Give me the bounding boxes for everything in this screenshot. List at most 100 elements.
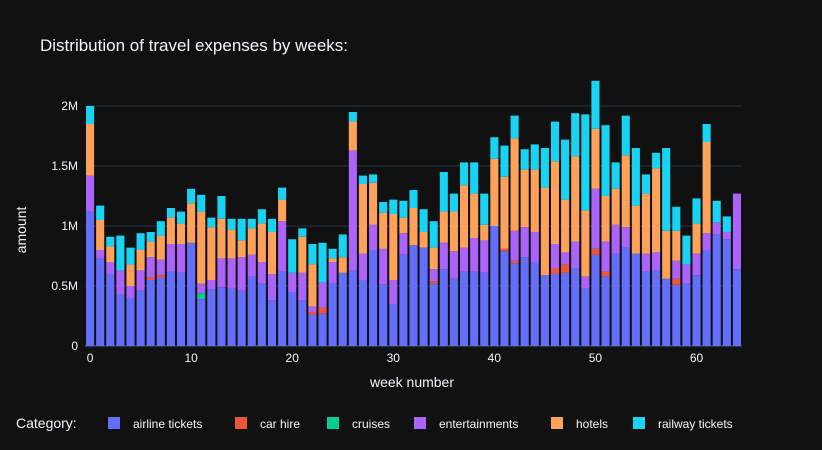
bar-segment[interactable] xyxy=(641,271,651,346)
bar-segment[interactable] xyxy=(702,142,711,234)
bar-segment[interactable] xyxy=(399,200,408,218)
bar-segment[interactable] xyxy=(116,270,125,295)
bar-segment[interactable] xyxy=(318,307,327,314)
bar-segment[interactable] xyxy=(156,277,165,346)
bar-segment[interactable] xyxy=(459,271,469,346)
bar-segment[interactable] xyxy=(379,202,388,213)
bar-segment[interactable] xyxy=(348,150,357,271)
bar-segment[interactable] xyxy=(308,264,317,307)
bar-segment[interactable] xyxy=(480,224,489,241)
bar-segment[interactable] xyxy=(611,253,620,346)
bar-segment[interactable] xyxy=(540,187,549,276)
bar-segment[interactable] xyxy=(399,233,408,255)
bar-segment[interactable] xyxy=(217,196,226,219)
legend-item[interactable]: hotels xyxy=(551,417,608,431)
bar-segment[interactable] xyxy=(267,218,277,232)
bar-segment[interactable] xyxy=(672,206,681,231)
bar-segment[interactable] xyxy=(146,257,155,278)
bar-segment[interactable] xyxy=(379,248,388,285)
bar-segment[interactable] xyxy=(197,194,206,212)
bar-segment[interactable] xyxy=(520,257,529,346)
bar-segment[interactable] xyxy=(338,257,347,273)
bar-segment[interactable] xyxy=(419,209,428,232)
bar-segment[interactable] xyxy=(611,224,620,254)
bar-segment[interactable] xyxy=(389,304,398,346)
bar-segment[interactable] xyxy=(641,174,651,194)
bar-segment[interactable] xyxy=(641,193,651,254)
bar-segment[interactable] xyxy=(439,269,448,346)
bar-segment[interactable] xyxy=(672,284,681,346)
bar-segment[interactable] xyxy=(530,262,539,346)
bar-segment[interactable] xyxy=(156,259,165,276)
bar-segment[interactable] xyxy=(692,253,701,276)
bar-segment[interactable] xyxy=(409,190,418,208)
bar-segment[interactable] xyxy=(166,217,175,244)
bar-segment[interactable] xyxy=(722,239,731,346)
bar-segment[interactable] xyxy=(652,270,661,346)
bar-segment[interactable] xyxy=(227,288,236,346)
bar-segment[interactable] xyxy=(166,208,175,218)
bar-segment[interactable] xyxy=(348,121,357,151)
bar-segment[interactable] xyxy=(581,114,590,211)
bar-segment[interactable] xyxy=(459,185,469,248)
bar-segment[interactable] xyxy=(298,272,307,301)
bar-segment[interactable] xyxy=(86,211,95,346)
bar-segment[interactable] xyxy=(601,276,610,346)
legend-item[interactable]: cruises xyxy=(327,417,390,431)
bar-segment[interactable] xyxy=(318,282,327,308)
bar-segment[interactable] xyxy=(672,260,681,279)
bar-segment[interactable] xyxy=(156,221,165,236)
bar-segment[interactable] xyxy=(470,162,479,194)
bar-segment[interactable] xyxy=(571,113,580,157)
bar-segment[interactable] xyxy=(621,247,630,346)
bar-segment[interactable] xyxy=(652,168,661,253)
bar-segment[interactable] xyxy=(86,124,95,176)
bar-segment[interactable] xyxy=(176,272,186,346)
bar-segment[interactable] xyxy=(328,248,337,259)
bar-segment[interactable] xyxy=(116,235,125,271)
bar-segment[interactable] xyxy=(621,115,630,156)
bar-segment[interactable] xyxy=(692,275,701,346)
bar-segment[interactable] xyxy=(288,239,297,273)
bar-segment[interactable] xyxy=(439,242,448,270)
bar-segment[interactable] xyxy=(459,247,469,272)
legend-item[interactable]: airline tickets xyxy=(108,417,202,431)
bar-segment[interactable] xyxy=(682,264,691,284)
bar-segment[interactable] xyxy=(702,124,711,142)
bar-segment[interactable] xyxy=(652,152,661,169)
bar-segment[interactable] xyxy=(237,218,246,241)
legend-item[interactable]: railway tickets xyxy=(633,417,733,431)
bar-segment[interactable] xyxy=(732,269,741,346)
bar-segment[interactable] xyxy=(308,314,317,346)
bar-segment[interactable] xyxy=(571,241,580,268)
bar-segment[interactable] xyxy=(106,246,115,262)
bar-segment[interactable] xyxy=(500,251,509,346)
bar-segment[interactable] xyxy=(156,235,165,260)
bar-segment[interactable] xyxy=(611,188,620,225)
bar-segment[interactable] xyxy=(247,218,256,229)
bar-segment[interactable] xyxy=(187,188,196,204)
bar-segment[interactable] xyxy=(176,223,186,244)
bar-segment[interactable] xyxy=(712,234,721,346)
bar-segment[interactable] xyxy=(217,218,226,259)
bar-segment[interactable] xyxy=(358,280,368,346)
bar-segment[interactable] xyxy=(338,234,347,258)
bar-segment[interactable] xyxy=(672,230,681,261)
bar-segment[interactable] xyxy=(257,283,266,346)
bar-segment[interactable] xyxy=(187,242,196,346)
bar-segment[interactable] xyxy=(662,148,671,231)
bar-segment[interactable] xyxy=(550,268,560,274)
bar-segment[interactable] xyxy=(540,148,549,188)
bar-segment[interactable] xyxy=(308,306,317,313)
bar-segment[interactable] xyxy=(86,175,95,212)
legend[interactable]: airline tickets car hire cruises entertainm… xyxy=(108,417,733,431)
bar-segment[interactable] xyxy=(96,250,105,259)
bar-segment[interactable] xyxy=(257,223,266,262)
bar-segment[interactable] xyxy=(86,106,95,124)
bar-segment[interactable] xyxy=(227,218,236,230)
bar-segment[interactable] xyxy=(338,272,347,346)
bar-segment[interactable] xyxy=(480,193,489,225)
bar-segment[interactable] xyxy=(591,128,600,189)
bar-segment[interactable] xyxy=(429,247,438,270)
bar-segment[interactable] xyxy=(429,283,438,346)
